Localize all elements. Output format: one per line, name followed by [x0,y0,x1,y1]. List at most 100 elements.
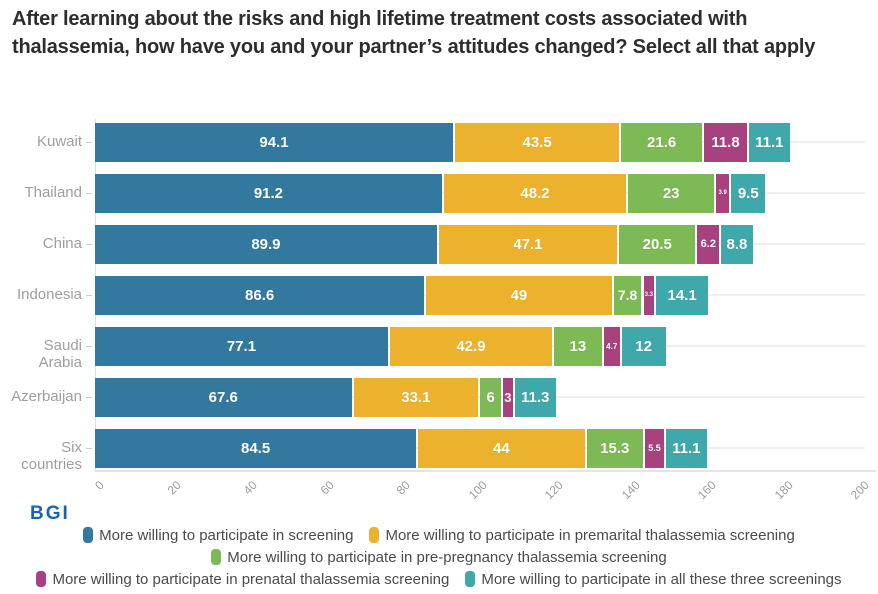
bar-value-label: 11.1 [755,133,784,151]
bar-value-label: 8.8 [726,235,748,253]
bar-segment: 48.2 [443,173,627,213]
bar-value-label: 67.6 [208,388,238,406]
x-tick-label: 160 [694,478,719,503]
bar-segment: 9.5 [731,173,766,213]
x-tick-label: 180 [771,478,796,503]
legend: More willing to participate in screening… [0,524,878,590]
bar-segment: 11.8 [703,122,748,162]
x-tick-label: 100 [465,478,490,503]
row-tick [86,193,92,194]
x-tick-label: 80 [393,478,413,498]
bar-segment: 3 [503,377,513,417]
bar-value-label: 91.2 [253,184,284,202]
bar-segment: 89.9 [95,224,437,264]
bar-segment: 15.3 [586,428,644,468]
bar-value-label: 7.8 [617,287,638,303]
bar-segment: 13 [554,326,602,366]
chart-title: After learning about the risks and high … [12,8,816,58]
bar-segment: 84.5 [95,428,417,468]
bar-segment: 47.1 [438,224,618,264]
bar-segment: 49 [426,275,612,315]
legend-swatch [36,571,47,587]
bar-value-label: 89.9 [251,235,281,253]
x-tick-label: 20 [164,478,184,498]
bar-segment: 33.1 [353,377,479,417]
bar-value-label: 5.5 [648,443,661,453]
x-tick-label: 120 [541,478,566,503]
bar-value-label: 12 [635,337,652,355]
row-tick [86,142,92,143]
category-label: Six countries [21,439,82,473]
bar-segment: 94.1 [95,122,453,162]
bar-value-label: 3 [504,389,512,405]
legend-item: More willing to participate in all these… [465,570,842,588]
legend-item: More willing to participate in pre-pregn… [211,548,667,566]
legend-swatch [465,571,476,587]
legend-item: More willing to participate in screening [83,527,353,544]
bar-value-label: 14.1 [667,286,697,304]
bar-segment: 11.1 [749,122,790,162]
bar-value-label: 11.1 [672,439,701,457]
bar-value-label: 49 [510,286,528,304]
bar-segment: 6.2 [697,224,720,264]
legend-swatch [83,527,94,543]
bar-segment: 21.6 [621,122,702,162]
bar-segment: 6 [480,377,502,417]
bar-value-label: 44 [493,439,510,457]
bar-segment: 91.2 [95,173,442,213]
x-tick-label: 140 [618,478,643,503]
legend-swatch [211,549,222,565]
bar-value-label: 86.6 [245,286,275,304]
x-tick-label: 0 [92,478,107,493]
bar-value-label: 11.3 [521,388,550,406]
category-label: China [42,235,82,252]
x-tick-label: 200 [847,478,872,503]
row-tick [86,244,92,245]
category-label: Azerbaijan [11,388,82,405]
bar-segment: 11.1 [666,428,707,468]
bar-segment: 23 [628,173,715,213]
legend-label: More willing to participate in screening [99,526,354,544]
bar-segment: 4.7 [603,326,620,366]
bar-segment: 11.3 [514,377,556,417]
bar-value-label: 23 [662,184,680,202]
bar-segment: 3.9 [716,173,730,213]
bar-value-label: 77.1 [226,337,257,355]
bar-value-label: 6 [486,388,495,406]
bar-segment: 7.8 [613,275,642,315]
bar-value-label: 94.1 [259,133,289,151]
bar-segment: 44 [418,428,585,468]
bar-segment: 3.3 [643,275,655,315]
category-label: Thailand [24,184,82,201]
legend-label: More willing to participate in premarita… [385,526,795,544]
bar-segment: 8.8 [721,224,753,264]
x-tick-label: 40 [240,478,260,498]
legend-swatch [369,527,380,543]
legend-item: More willing to participate in premarita… [369,526,795,544]
bar-value-label: 4.7 [606,341,618,351]
bar-segment: 42.9 [389,326,552,366]
bar-segment: 77.1 [95,326,388,366]
row-tick [86,346,92,347]
x-axis-baseline [95,470,876,472]
bar-value-label: 84.5 [241,439,271,457]
bar-segment: 43.5 [454,122,620,162]
bar-value-label: 33.1 [401,388,431,406]
row-gridline [95,396,865,398]
bar-value-label: 15.3 [600,439,630,457]
legend-label: More willing to participate in all these… [481,570,842,588]
bar-segment: 5.5 [645,428,665,468]
legend-label: More willing to participate in prenatal … [52,570,450,588]
row-tick [86,448,92,449]
x-tick-label: 60 [317,478,337,498]
bar-value-label: 6.2 [700,238,716,250]
bar-segment: 14.1 [656,275,709,315]
category-label: Saudi Arabia [38,337,82,371]
legend-label: More willing to participate in pre-pregn… [227,548,667,566]
bar-value-label: 3.3 [644,292,653,298]
category-label: Indonesia [16,286,82,303]
category-label: Kuwait [36,133,82,150]
bar-value-label: 9.5 [737,184,759,202]
